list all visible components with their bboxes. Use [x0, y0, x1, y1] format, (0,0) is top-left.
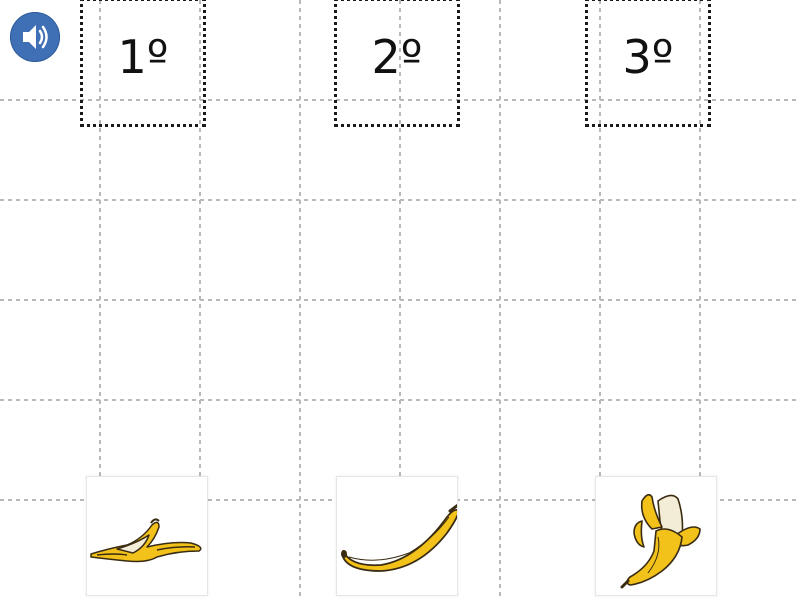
drop-slot-first[interactable]: 1º — [80, 0, 206, 127]
card-whole-banana[interactable] — [336, 476, 458, 596]
speaker-icon — [23, 25, 48, 49]
whole-banana-icon — [341, 503, 457, 572]
slot-label-second: 2º — [371, 30, 423, 84]
drop-slot-second[interactable]: 2º — [334, 0, 460, 127]
card-half-peeled-banana[interactable] — [595, 476, 717, 596]
slot-label-first: 1º — [117, 30, 169, 84]
banana-peel-icon — [90, 518, 202, 563]
card-banana-peel[interactable] — [86, 476, 208, 596]
slot-label-third: 3º — [622, 30, 674, 84]
drop-slot-third[interactable]: 3º — [585, 0, 711, 127]
audio-play-button[interactable] — [10, 12, 60, 62]
half-peeled-banana-icon — [620, 493, 701, 589]
